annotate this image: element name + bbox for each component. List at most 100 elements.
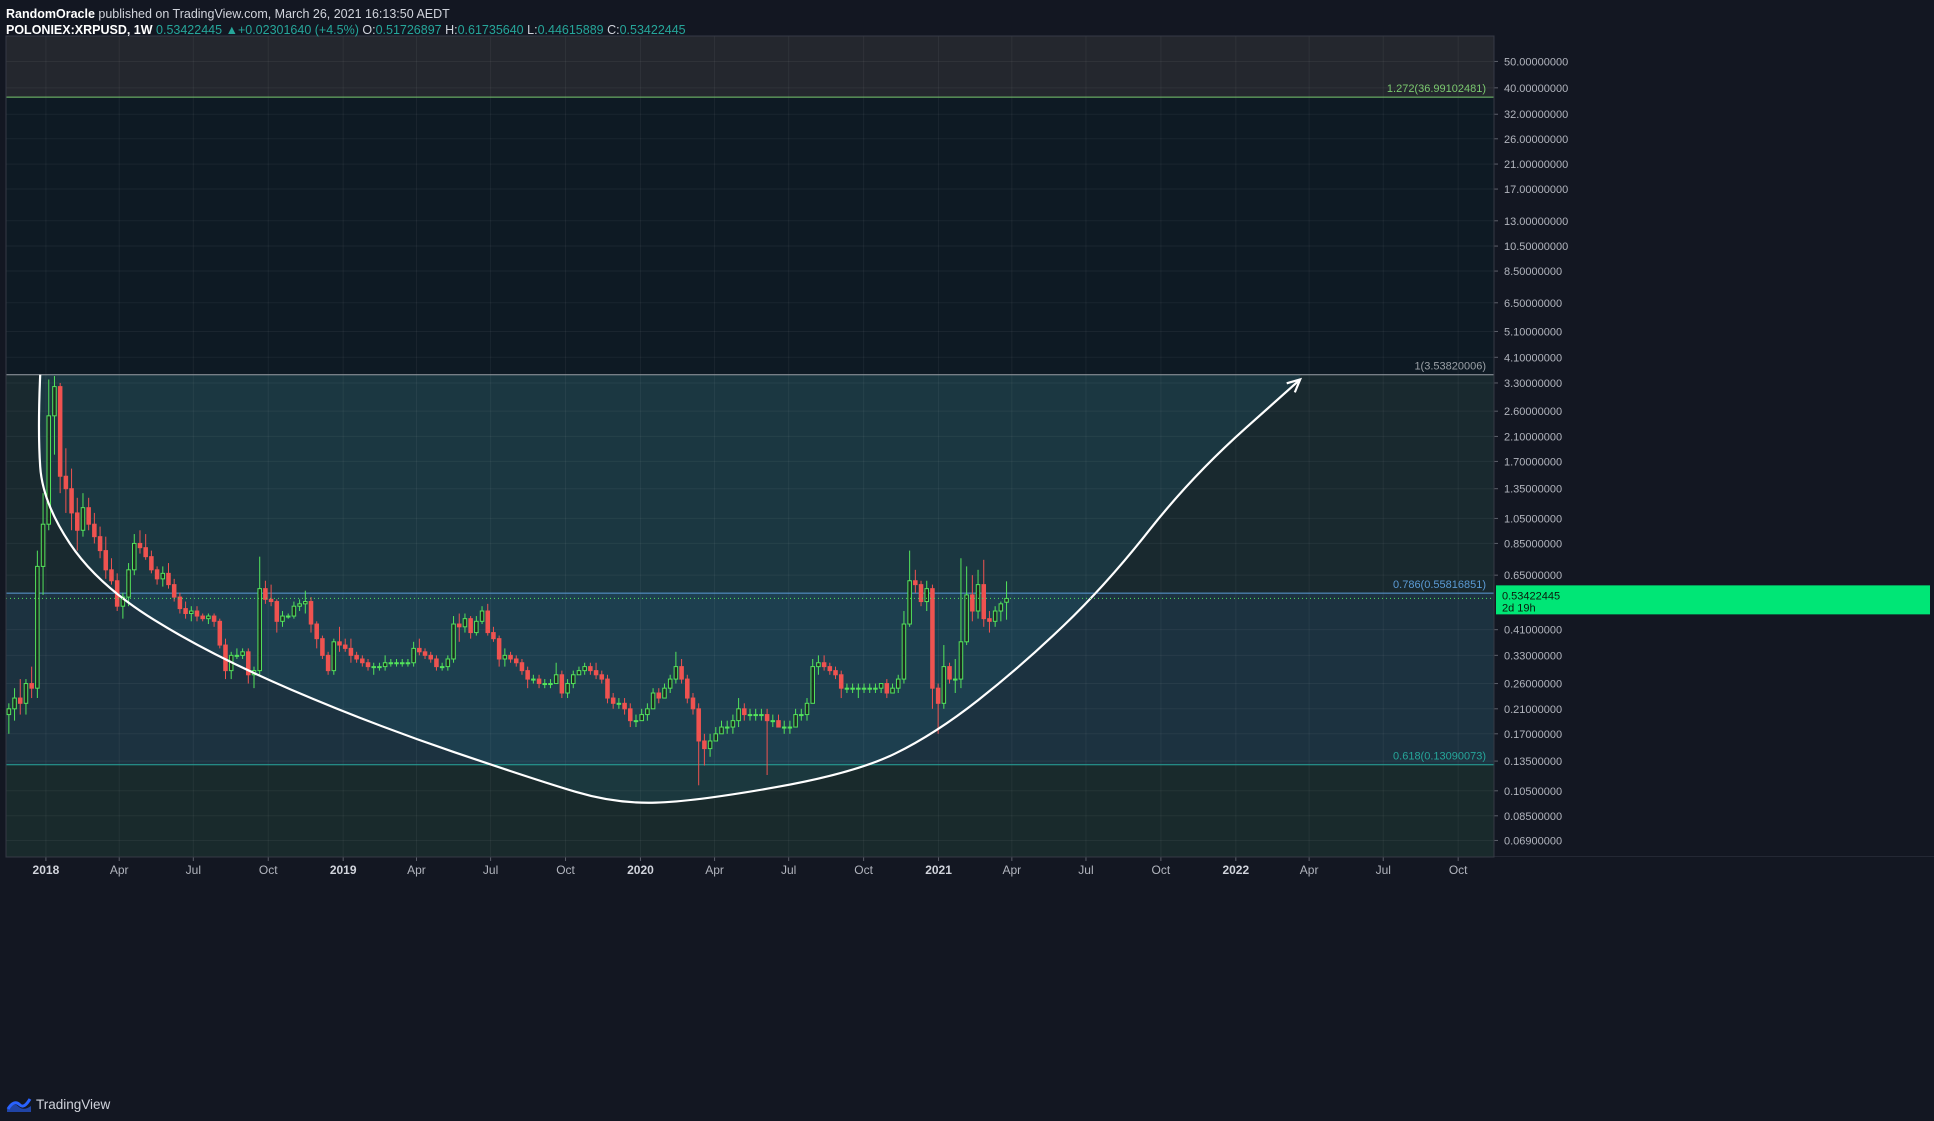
candle[interactable]	[536, 674, 542, 689]
candle[interactable]	[941, 645, 947, 709]
candle[interactable]	[171, 578, 177, 602]
candle[interactable]	[793, 708, 798, 728]
candle[interactable]	[867, 683, 872, 694]
candle[interactable]	[297, 599, 302, 612]
candle[interactable]	[513, 655, 519, 667]
candle[interactable]	[97, 526, 103, 559]
candle[interactable]	[263, 580, 268, 604]
candle[interactable]	[6, 703, 12, 734]
candle[interactable]	[724, 720, 730, 734]
candle[interactable]	[821, 655, 827, 671]
candle[interactable]	[342, 638, 348, 652]
candle[interactable]	[491, 626, 496, 642]
candle[interactable]	[291, 601, 297, 619]
candles[interactable]	[6, 376, 1009, 786]
candle[interactable]	[40, 493, 46, 595]
candle[interactable]	[987, 611, 992, 633]
candle[interactable]	[303, 590, 308, 614]
candle[interactable]	[280, 611, 285, 627]
candle[interactable]	[80, 493, 86, 537]
candle[interactable]	[662, 683, 667, 699]
candle[interactable]	[952, 658, 958, 694]
candle[interactable]	[166, 563, 171, 589]
candle[interactable]	[474, 616, 479, 636]
candle[interactable]	[35, 550, 40, 699]
candle[interactable]	[673, 651, 679, 684]
candle[interactable]	[685, 674, 690, 704]
candle[interactable]	[565, 679, 570, 699]
candle[interactable]	[485, 603, 491, 636]
candle[interactable]	[542, 679, 548, 689]
candle[interactable]	[456, 613, 462, 642]
candle[interactable]	[109, 558, 114, 585]
candle[interactable]	[548, 679, 553, 689]
candle[interactable]	[274, 599, 280, 633]
candle[interactable]	[895, 674, 901, 694]
candle[interactable]	[913, 569, 918, 593]
candle[interactable]	[405, 658, 411, 667]
candle[interactable]	[325, 651, 331, 675]
candle[interactable]	[918, 580, 924, 607]
candle[interactable]	[23, 679, 29, 715]
candle[interactable]	[559, 670, 565, 699]
candle[interactable]	[382, 655, 388, 671]
candle[interactable]	[371, 662, 376, 675]
candle[interactable]	[17, 679, 23, 715]
candle[interactable]	[257, 556, 262, 675]
candle[interactable]	[998, 601, 1004, 622]
candle[interactable]	[531, 674, 536, 684]
candle[interactable]	[992, 606, 998, 627]
candle[interactable]	[206, 613, 211, 625]
cup-arc-drawing[interactable]	[37, 374, 1301, 804]
candle[interactable]	[183, 601, 188, 619]
candle[interactable]	[605, 674, 610, 704]
candle[interactable]	[445, 655, 451, 671]
candle[interactable]	[667, 674, 673, 694]
candle[interactable]	[753, 708, 758, 721]
candle[interactable]	[628, 703, 633, 728]
candle[interactable]	[964, 566, 969, 646]
candle[interactable]	[804, 698, 810, 721]
candle[interactable]	[970, 575, 975, 622]
candle[interactable]	[844, 683, 850, 694]
candle[interactable]	[246, 648, 251, 684]
candle[interactable]	[582, 662, 587, 675]
candle[interactable]	[901, 611, 907, 684]
candle[interactable]	[149, 550, 154, 574]
candle[interactable]	[958, 558, 964, 689]
candle[interactable]	[331, 638, 337, 675]
candle[interactable]	[417, 638, 422, 656]
candle[interactable]	[268, 584, 274, 607]
candle[interactable]	[639, 708, 644, 722]
candle[interactable]	[776, 714, 781, 728]
candle[interactable]	[143, 534, 148, 560]
candle[interactable]	[194, 606, 200, 622]
candle[interactable]	[707, 733, 713, 757]
candle[interactable]	[781, 720, 787, 734]
tradingview-logo-icon[interactable]	[6, 1095, 32, 1113]
tradingview-brand[interactable]: TradingView	[36, 1096, 111, 1112]
candle[interactable]	[468, 616, 473, 639]
candle[interactable]	[12, 688, 17, 721]
candle[interactable]	[730, 714, 736, 734]
candle[interactable]	[354, 651, 359, 663]
candle[interactable]	[890, 683, 895, 694]
candle[interactable]	[599, 670, 605, 684]
candle[interactable]	[69, 468, 74, 531]
candle[interactable]	[850, 683, 855, 694]
candle[interactable]	[479, 606, 485, 625]
candle[interactable]	[770, 714, 776, 728]
candle[interactable]	[787, 720, 793, 734]
candle[interactable]	[496, 635, 502, 667]
candle[interactable]	[650, 688, 656, 710]
candle[interactable]	[377, 662, 382, 671]
candle[interactable]	[177, 592, 183, 614]
candle[interactable]	[434, 655, 439, 671]
candle[interactable]	[137, 530, 143, 554]
current-price-badge[interactable]	[1496, 585, 1930, 615]
candle[interactable]	[810, 658, 815, 704]
candle[interactable]	[742, 703, 747, 721]
candle[interactable]	[690, 693, 696, 715]
symbol-label[interactable]: POLONIEX:XRPUSD, 1W	[6, 23, 153, 37]
